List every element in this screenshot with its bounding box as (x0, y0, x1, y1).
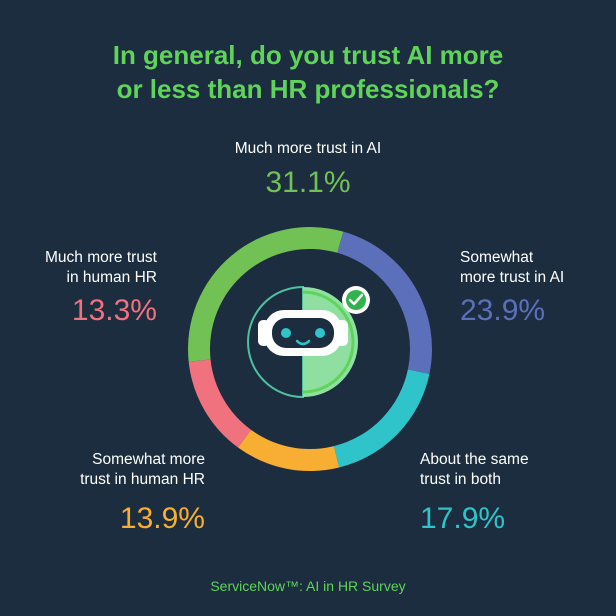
donut-slice-somewhat-more-human (238, 429, 340, 471)
value-label-much-more-ai: 31.1% (265, 166, 351, 199)
category-label-much-more-human: Much more trust in human HR (45, 249, 157, 286)
category-label-about-same: About the same trust in both (420, 451, 529, 488)
category-label-somewhat-more-ai: Somewhat more trust in AI (460, 249, 565, 286)
donut-slice-somewhat-more-ai (337, 231, 432, 374)
value-label-much-more-human: 13.3% (71, 294, 157, 327)
check-icon (342, 286, 370, 314)
donut-slices (188, 227, 432, 471)
category-label-much-more-ai: Much more trust in AI (234, 140, 382, 157)
chart-title: In general, do you trust AI more or less… (0, 38, 616, 106)
value-label-somewhat-more-ai: 23.9% (460, 294, 546, 327)
donut-slice-much-more-ai (188, 227, 344, 362)
chart-title-line-1: In general, do you trust AI more (112, 40, 504, 70)
chart-title-line-2: or less than HR professionals? (116, 74, 500, 104)
value-label-somewhat-more-human: 13.9% (119, 502, 205, 535)
donut-slice-much-more-human (188, 359, 251, 448)
source-footer: ServiceNow™: AI in HR Survey (210, 578, 406, 594)
value-label-about-same: 17.9% (420, 502, 506, 535)
robot-face-icon (247, 285, 358, 399)
category-label-somewhat-more-human: Somewhat more trust in human HR (80, 451, 205, 488)
donut-slice-about-same (333, 369, 430, 468)
